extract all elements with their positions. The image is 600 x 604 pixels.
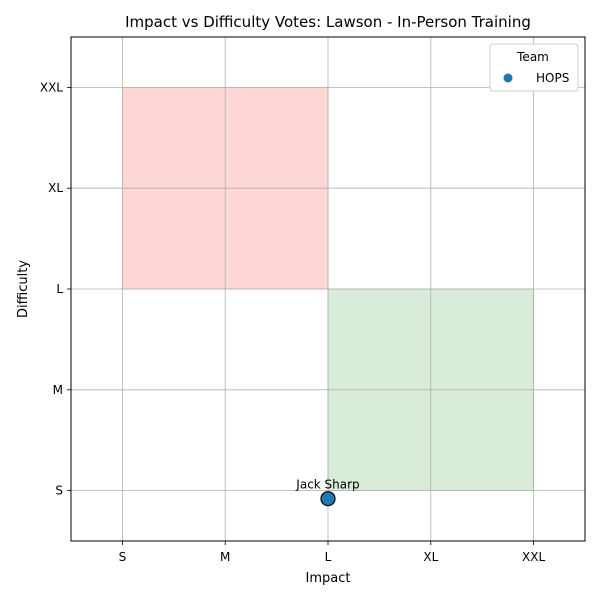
data-point-label: Jack Sharp: [295, 478, 359, 492]
x-tick-label: L: [325, 550, 332, 564]
x-tick-label: XXL: [522, 550, 545, 564]
y-axis-ticks: S M L XL XXL: [40, 80, 71, 498]
y-tick-label: M: [53, 383, 63, 397]
x-tick-label: S: [119, 550, 127, 564]
legend-title: Team: [516, 50, 549, 64]
data-point: [320, 491, 336, 507]
chart-title: Impact vs Difficulty Votes: Lawson - In-…: [125, 13, 531, 31]
legend-marker: [503, 73, 513, 83]
y-axis-label: Difficulty: [16, 260, 31, 318]
data-points: Jack Sharp: [295, 478, 360, 507]
y-tick-label: S: [55, 484, 63, 498]
y-tick-label: XL: [48, 181, 63, 195]
legend: Team HOPS: [489, 43, 579, 92]
x-tick-label: XL: [423, 550, 438, 564]
x-axis-label: Impact: [306, 571, 351, 586]
y-tick-label: L: [56, 282, 63, 296]
legend-entry-label: HOPS: [536, 71, 569, 85]
x-axis-ticks: S M L XL XXL: [119, 541, 545, 564]
x-tick-label: M: [220, 550, 230, 564]
y-tick-label: XXL: [40, 80, 63, 94]
